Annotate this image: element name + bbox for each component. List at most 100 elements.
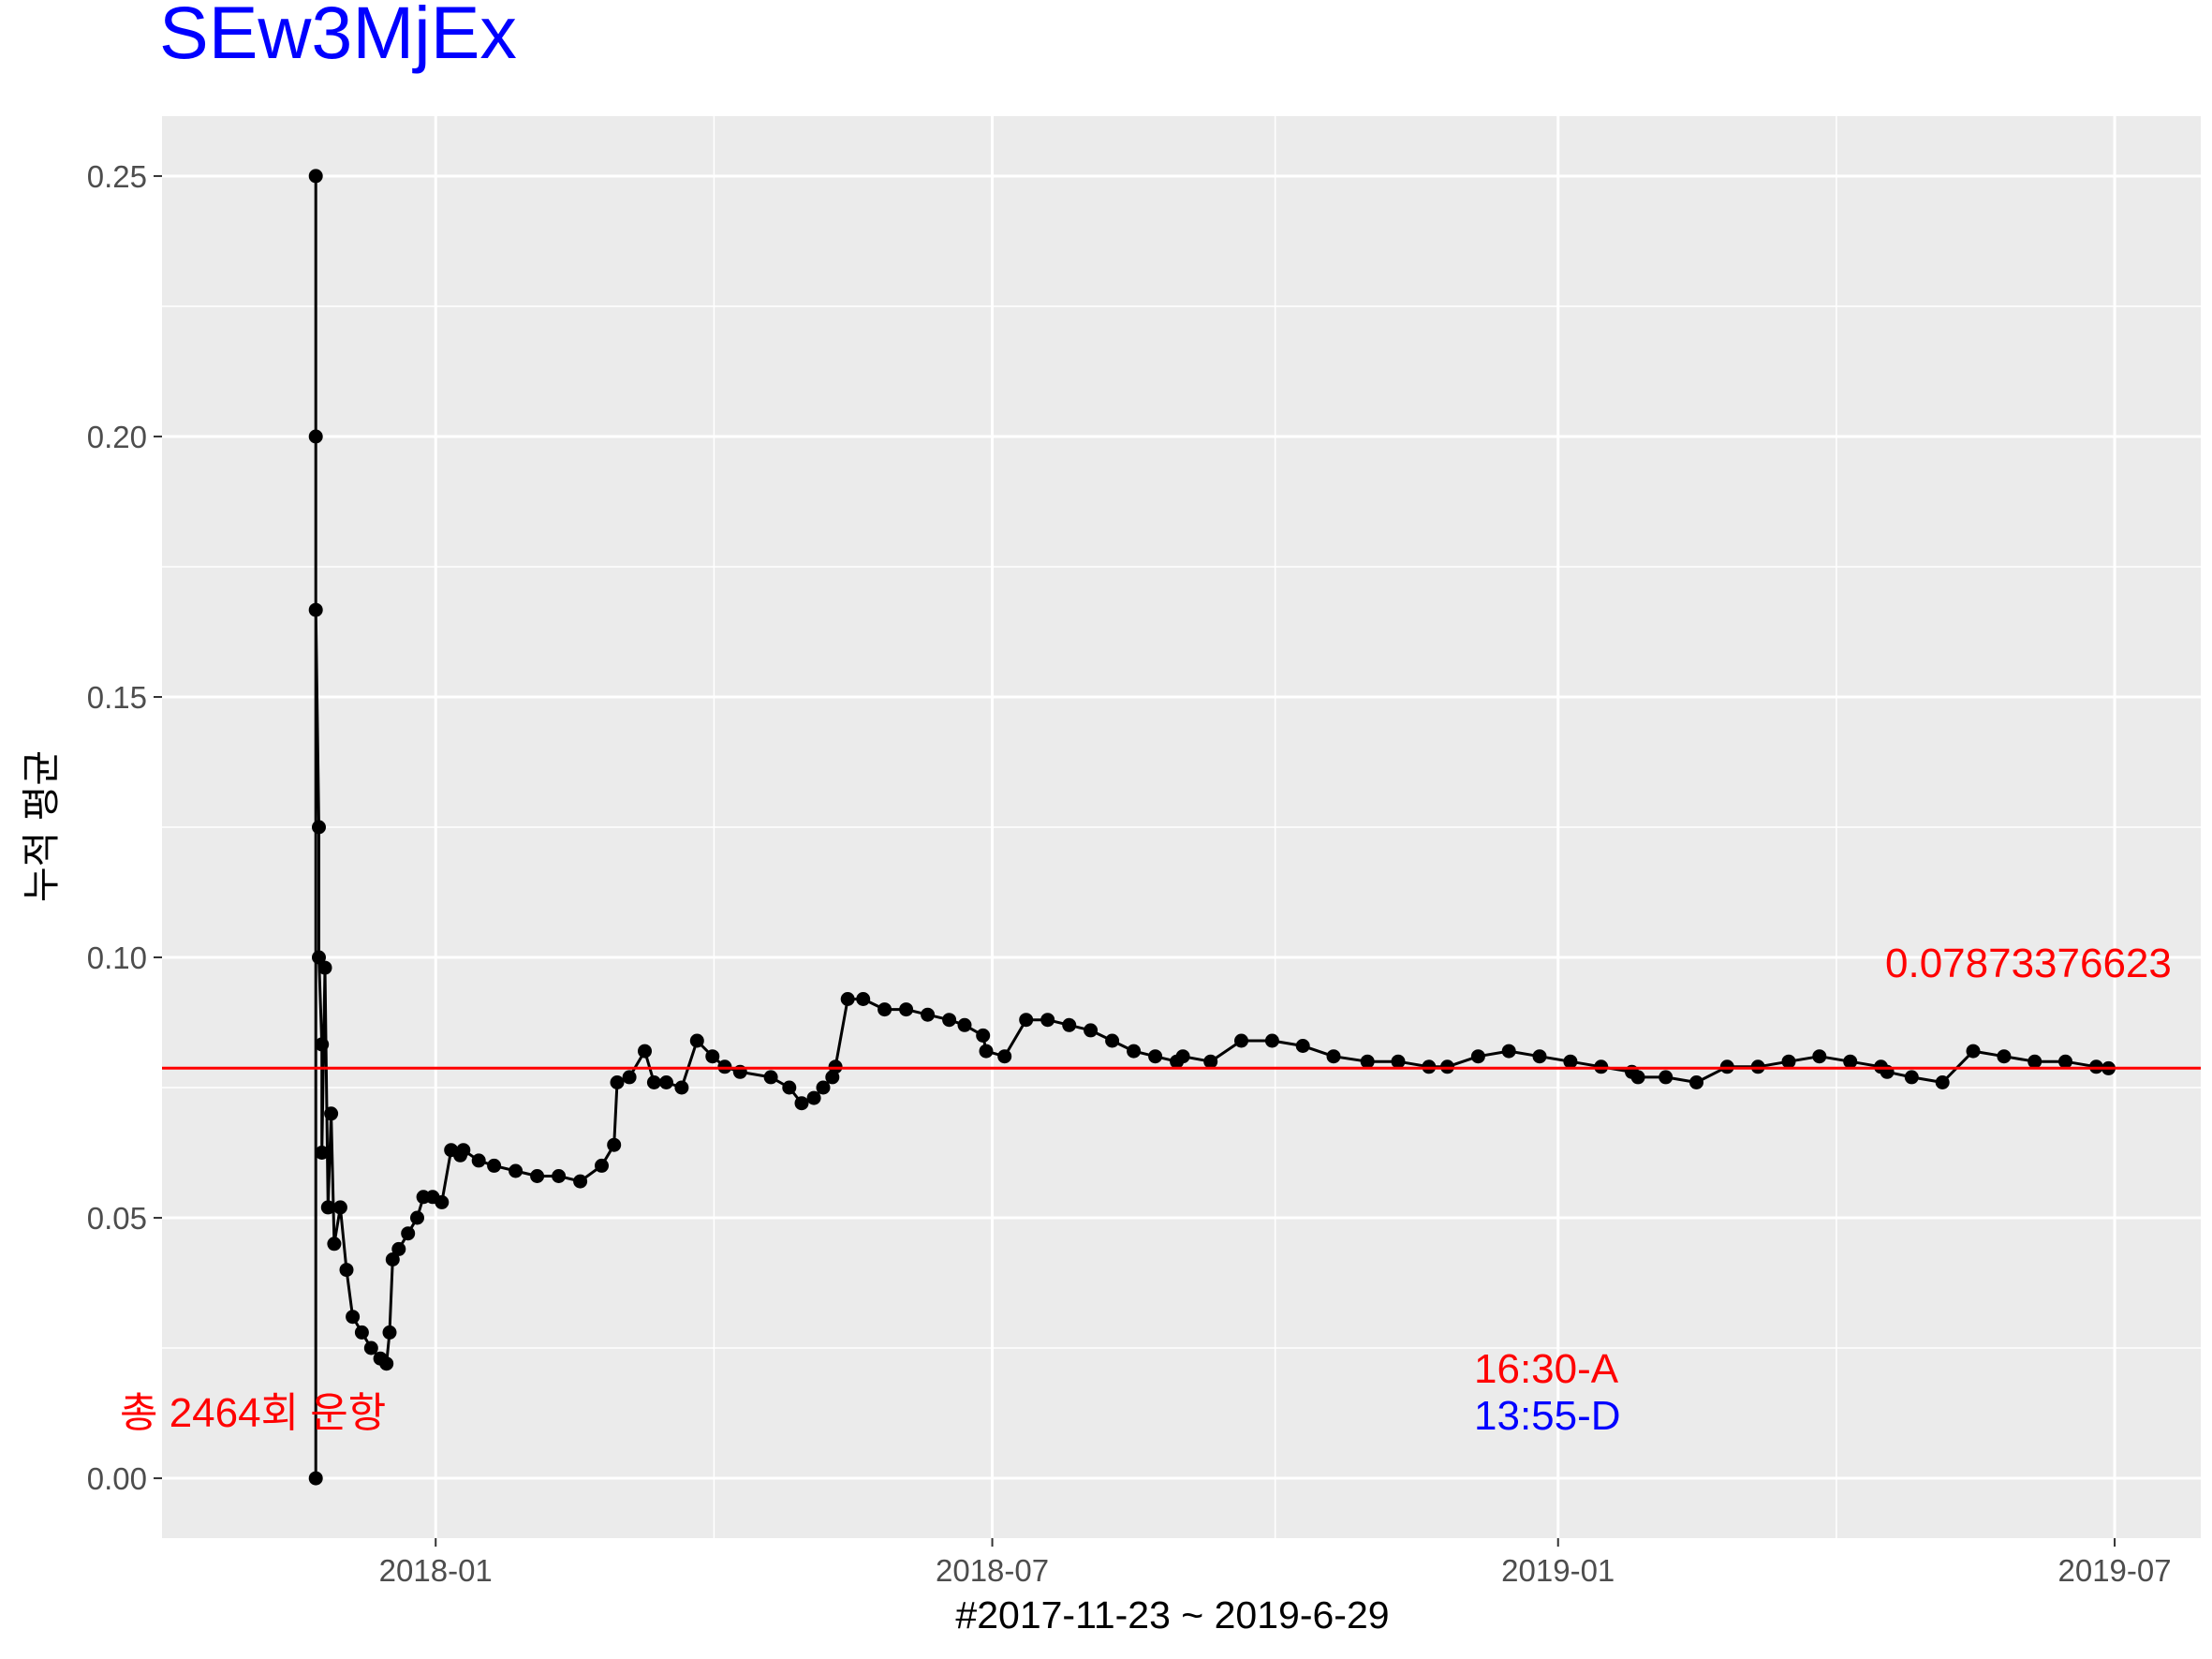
- data-point: [816, 1080, 831, 1095]
- data-point: [327, 1237, 342, 1252]
- data-point: [487, 1158, 502, 1173]
- data-point: [1360, 1054, 1375, 1069]
- data-point: [1997, 1049, 2012, 1064]
- data-point: [2028, 1054, 2042, 1069]
- data-point: [976, 1028, 991, 1043]
- x-tick-label: 2019-07: [2058, 1553, 2172, 1588]
- data-point: [2058, 1054, 2072, 1069]
- series-points: [308, 169, 2116, 1486]
- data-point: [1019, 1013, 1034, 1028]
- data-point: [1234, 1033, 1248, 1048]
- data-point: [401, 1226, 416, 1241]
- data-point: [921, 1007, 936, 1022]
- data-point: [763, 1070, 778, 1085]
- data-point: [332, 1200, 347, 1215]
- data-point: [1659, 1070, 1674, 1085]
- data-point: [782, 1080, 797, 1095]
- data-point: [385, 1252, 400, 1266]
- x-tick-label: 2018-01: [379, 1553, 493, 1588]
- data-point: [1264, 1033, 1279, 1048]
- data-point: [1148, 1049, 1163, 1064]
- data-point: [391, 1241, 406, 1256]
- y-tick-label: 0.00: [87, 1461, 147, 1496]
- x-tick-label: 2019-01: [1501, 1553, 1615, 1588]
- data-point: [877, 1002, 892, 1017]
- data-point: [382, 1325, 397, 1340]
- data-point: [1326, 1049, 1341, 1064]
- data-point: [997, 1049, 1012, 1064]
- data-point: [646, 1075, 661, 1089]
- data-point: [1532, 1049, 1547, 1064]
- data-point: [595, 1158, 609, 1173]
- data-point: [1203, 1054, 1218, 1069]
- departure-time-label: 13:55-D: [1474, 1393, 1621, 1439]
- data-point: [1062, 1017, 1077, 1032]
- data-point: [1630, 1070, 1645, 1085]
- data-point: [1501, 1044, 1516, 1059]
- data-point: [1295, 1039, 1310, 1053]
- data-point: [324, 1106, 339, 1121]
- flight-count-label: 총 2464회 운항: [120, 1390, 386, 1436]
- data-point: [1470, 1049, 1485, 1064]
- data-point: [705, 1049, 720, 1064]
- data-point: [1935, 1075, 1950, 1089]
- data-point: [471, 1153, 486, 1168]
- data-point: [1175, 1049, 1190, 1064]
- mean-value-label: 0.07873376623: [1885, 941, 2172, 986]
- data-point: [379, 1356, 394, 1371]
- data-point: [1966, 1044, 1981, 1059]
- data-point: [509, 1163, 524, 1178]
- data-point: [312, 820, 326, 835]
- data-point: [674, 1080, 689, 1095]
- data-point: [659, 1075, 673, 1089]
- data-point: [957, 1017, 972, 1032]
- data-point: [435, 1194, 450, 1209]
- x-axis: 2018-01 2018-07 2019-01 2019-07: [379, 1538, 2172, 1588]
- data-point: [1391, 1054, 1406, 1069]
- data-point: [339, 1263, 354, 1278]
- data-point: [308, 1471, 323, 1486]
- data-point: [1127, 1044, 1142, 1059]
- data-point: [856, 992, 871, 1006]
- data-point: [1781, 1054, 1796, 1069]
- data-point: [312, 950, 326, 965]
- data-point: [320, 1200, 335, 1215]
- y-tick-label: 0.15: [87, 680, 147, 715]
- data-point: [363, 1341, 378, 1355]
- data-point: [354, 1325, 369, 1340]
- data-point: [806, 1090, 821, 1105]
- data-point: [979, 1044, 994, 1059]
- data-point: [1084, 1023, 1099, 1038]
- grid-major: [162, 116, 2201, 1538]
- arrival-time-label: 16:30-A: [1474, 1346, 1619, 1392]
- data-point: [610, 1075, 625, 1089]
- data-point: [317, 960, 332, 975]
- data-point: [530, 1169, 545, 1183]
- data-point: [1040, 1013, 1055, 1028]
- data-point: [346, 1310, 361, 1325]
- data-point: [899, 1002, 914, 1017]
- data-point: [638, 1044, 652, 1059]
- data-point: [308, 429, 323, 444]
- data-point: [689, 1033, 704, 1048]
- data-point: [456, 1143, 471, 1158]
- y-tick-label: 0.05: [87, 1201, 147, 1236]
- data-point: [1689, 1075, 1703, 1089]
- y-tick-label: 0.10: [87, 941, 147, 975]
- data-point: [1812, 1049, 1827, 1064]
- data-point: [1904, 1070, 1919, 1085]
- data-point: [840, 992, 855, 1006]
- x-tick-label: 2018-07: [936, 1553, 1049, 1588]
- data-point: [1563, 1054, 1578, 1069]
- y-axis-title: 누적 평균: [20, 750, 63, 902]
- y-tick-label: 0.20: [87, 420, 147, 454]
- y-tick-label: 0.25: [87, 159, 147, 194]
- data-point: [315, 1146, 330, 1160]
- data-point: [315, 1037, 330, 1052]
- data-point: [622, 1070, 637, 1085]
- data-point: [410, 1210, 424, 1225]
- data-point: [308, 602, 323, 617]
- grid-minor: [162, 116, 2201, 1538]
- data-point: [942, 1013, 957, 1028]
